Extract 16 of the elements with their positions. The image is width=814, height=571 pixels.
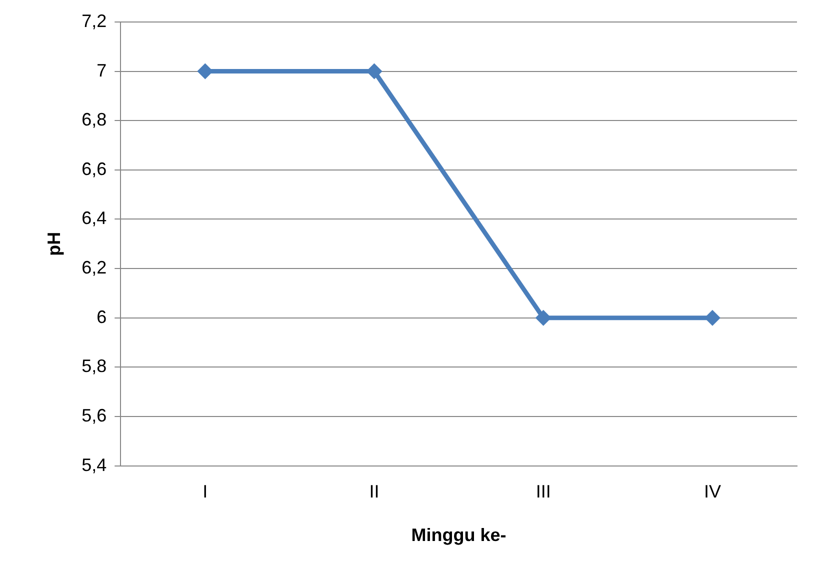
- y-tick-label: 6,6: [82, 158, 107, 179]
- y-tick-label: 6: [96, 306, 107, 327]
- x-tick-label: IV: [704, 482, 721, 502]
- y-tick-label: 5,4: [82, 454, 107, 475]
- y-tick-label: 5,6: [82, 405, 107, 426]
- x-tick-label: III: [536, 482, 551, 502]
- x-tick-label: I: [202, 482, 208, 502]
- x-tick-label: II: [369, 482, 380, 502]
- x-axis-title: Minggu ke-: [411, 525, 506, 546]
- y-tick-label: 7: [96, 60, 107, 80]
- y-axis-title: pH: [44, 232, 64, 256]
- y-tick-label: 6,2: [82, 258, 107, 278]
- y-tick-label: 6,4: [82, 208, 107, 228]
- y-tick-label: 5,8: [82, 356, 107, 376]
- y-tick-label: 6,8: [82, 110, 107, 130]
- y-tick-label: 7,2: [82, 10, 107, 31]
